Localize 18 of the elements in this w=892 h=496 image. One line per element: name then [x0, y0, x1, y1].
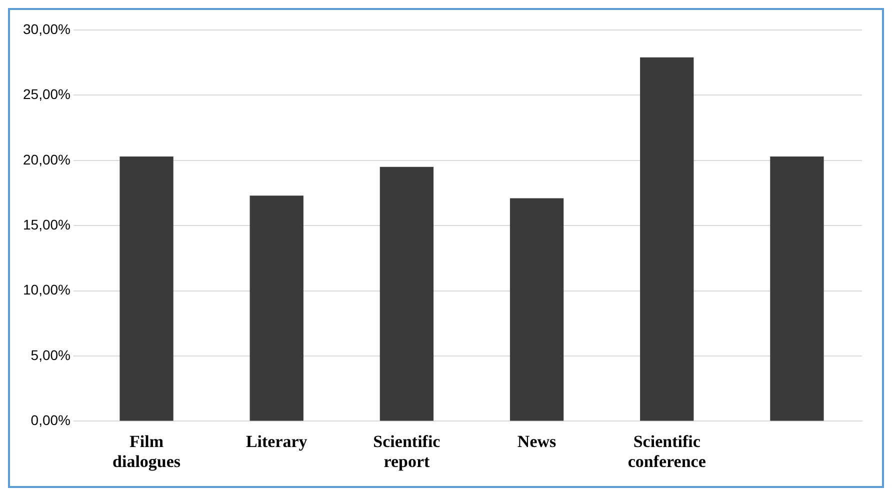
x-tick-label: News: [517, 432, 557, 451]
bar: [250, 196, 304, 421]
y-tick-label: 30,00%: [23, 20, 70, 37]
x-tick-label: Film dialogues: [112, 432, 181, 472]
x-tick-label: Scientific report: [373, 432, 441, 472]
y-tick-label: 20,00%: [23, 151, 70, 168]
bar: [120, 156, 174, 421]
y-tick-label: 25,00%: [23, 86, 70, 102]
x-tick-label: Scientific conference: [628, 432, 706, 472]
y-tick-label: 15,00%: [23, 216, 70, 232]
y-tick-label: 0,00%: [30, 412, 70, 428]
bar: [640, 57, 694, 421]
y-tick-label: 10,00%: [23, 282, 70, 298]
bar: [770, 156, 824, 421]
x-tick-label: Literary: [246, 432, 308, 451]
bar: [510, 198, 564, 421]
y-tick-label: 5,00%: [30, 346, 70, 363]
bar: [380, 166, 434, 421]
